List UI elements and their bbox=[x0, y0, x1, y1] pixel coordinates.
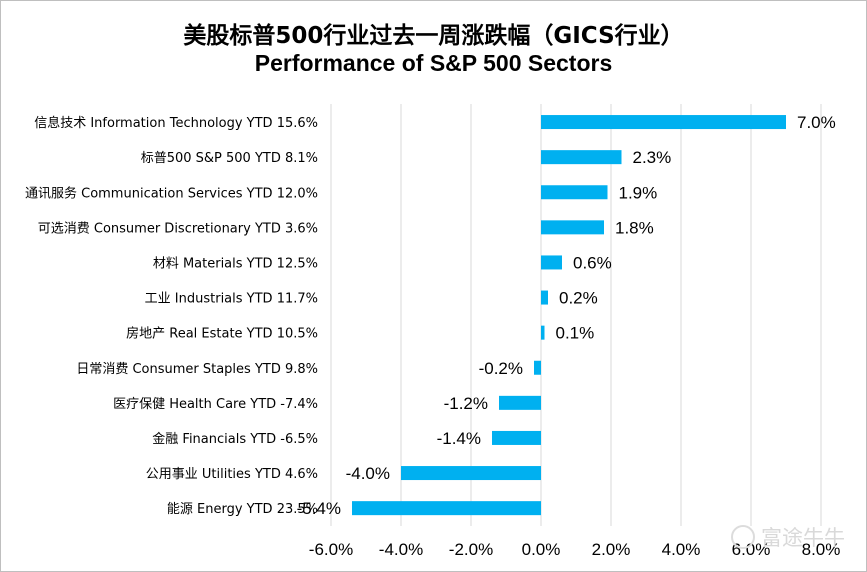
value-label: 7.0% bbox=[797, 113, 836, 132]
bar bbox=[541, 150, 622, 165]
value-label: -1.2% bbox=[444, 394, 488, 413]
x-tick-label: 2.0% bbox=[592, 540, 631, 559]
bars bbox=[352, 115, 786, 516]
category-label: 通讯服务 Communication Services YTD 12.0% bbox=[25, 185, 318, 201]
watermark: 富途牛牛 bbox=[731, 522, 845, 552]
gridlines bbox=[330, 104, 822, 526]
x-tick-label: 8.0% bbox=[802, 540, 841, 559]
category-label: 房地产 Real Estate YTD 10.5% bbox=[126, 326, 318, 342]
value-label: 0.2% bbox=[559, 289, 598, 308]
value-label: -0.2% bbox=[479, 359, 523, 378]
bar bbox=[492, 430, 541, 445]
value-label: -1.4% bbox=[437, 429, 481, 448]
value-labels: 7.0% 2.3% 1.9% 1.8%0.6% 0.2% 0.1% -0.2% -1.2% -1… bbox=[297, 113, 836, 518]
category-label: 可选消费 Consumer Discretionary YTD 3.6% bbox=[38, 221, 318, 236]
category-label: 信息技术 Information Technology YTD 15.6% bbox=[34, 115, 318, 131]
value-label: -5.4% bbox=[297, 499, 341, 518]
value-label: 1.8% bbox=[615, 218, 654, 237]
category-label: 工业 Industrials YTD 11.7% bbox=[145, 292, 318, 307]
bar bbox=[499, 395, 541, 410]
bar bbox=[541, 185, 608, 200]
bar bbox=[534, 360, 541, 375]
category-label: 日常消费 Consumer Staples YTD 9.8% bbox=[76, 362, 318, 377]
chart-title: 美股标普500行业过去一周涨跌幅（GICS行业） bbox=[183, 23, 684, 49]
category-label: 材料 Materials YTD 12.5% bbox=[153, 256, 318, 271]
bar bbox=[541, 255, 562, 270]
value-label: 2.3% bbox=[633, 148, 672, 167]
x-tick-label: -6.0% bbox=[309, 540, 353, 559]
value-label: 0.6% bbox=[573, 253, 612, 272]
category-label: 能源 Energy YTD 23.5% bbox=[167, 502, 318, 517]
x-tick-label: 0.0% bbox=[522, 540, 561, 559]
watermark-logo-icon bbox=[731, 525, 755, 549]
chart-subtitle: Performance of S&P 500 Sectors bbox=[254, 50, 613, 76]
bar bbox=[541, 290, 548, 305]
category-label: 标普500 S&P 500 YTD 8.1% bbox=[141, 151, 318, 166]
bar bbox=[541, 115, 786, 130]
watermark-text: 富途牛牛 bbox=[761, 526, 845, 550]
bar bbox=[352, 501, 541, 516]
x-tick-label: -2.0% bbox=[449, 540, 493, 559]
x-tick-label: -4.0% bbox=[379, 540, 423, 559]
x-tick-label: 4.0% bbox=[662, 540, 701, 559]
bar bbox=[541, 220, 604, 235]
category-label: 医疗保健 Health Care YTD -7.4% bbox=[113, 397, 318, 412]
category-label: 公用事业 Utilities YTD 4.6% bbox=[146, 467, 318, 482]
bar bbox=[401, 466, 541, 481]
value-label: -4.0% bbox=[346, 464, 390, 483]
category-label: 金融 Financials YTD -6.5% bbox=[152, 431, 318, 447]
value-label: 1.9% bbox=[619, 183, 658, 202]
bar bbox=[541, 325, 545, 340]
value-label: 0.1% bbox=[556, 324, 595, 343]
category-labels: 信息技术 Information Technology YTD 15.6% 标普5… bbox=[25, 115, 318, 517]
